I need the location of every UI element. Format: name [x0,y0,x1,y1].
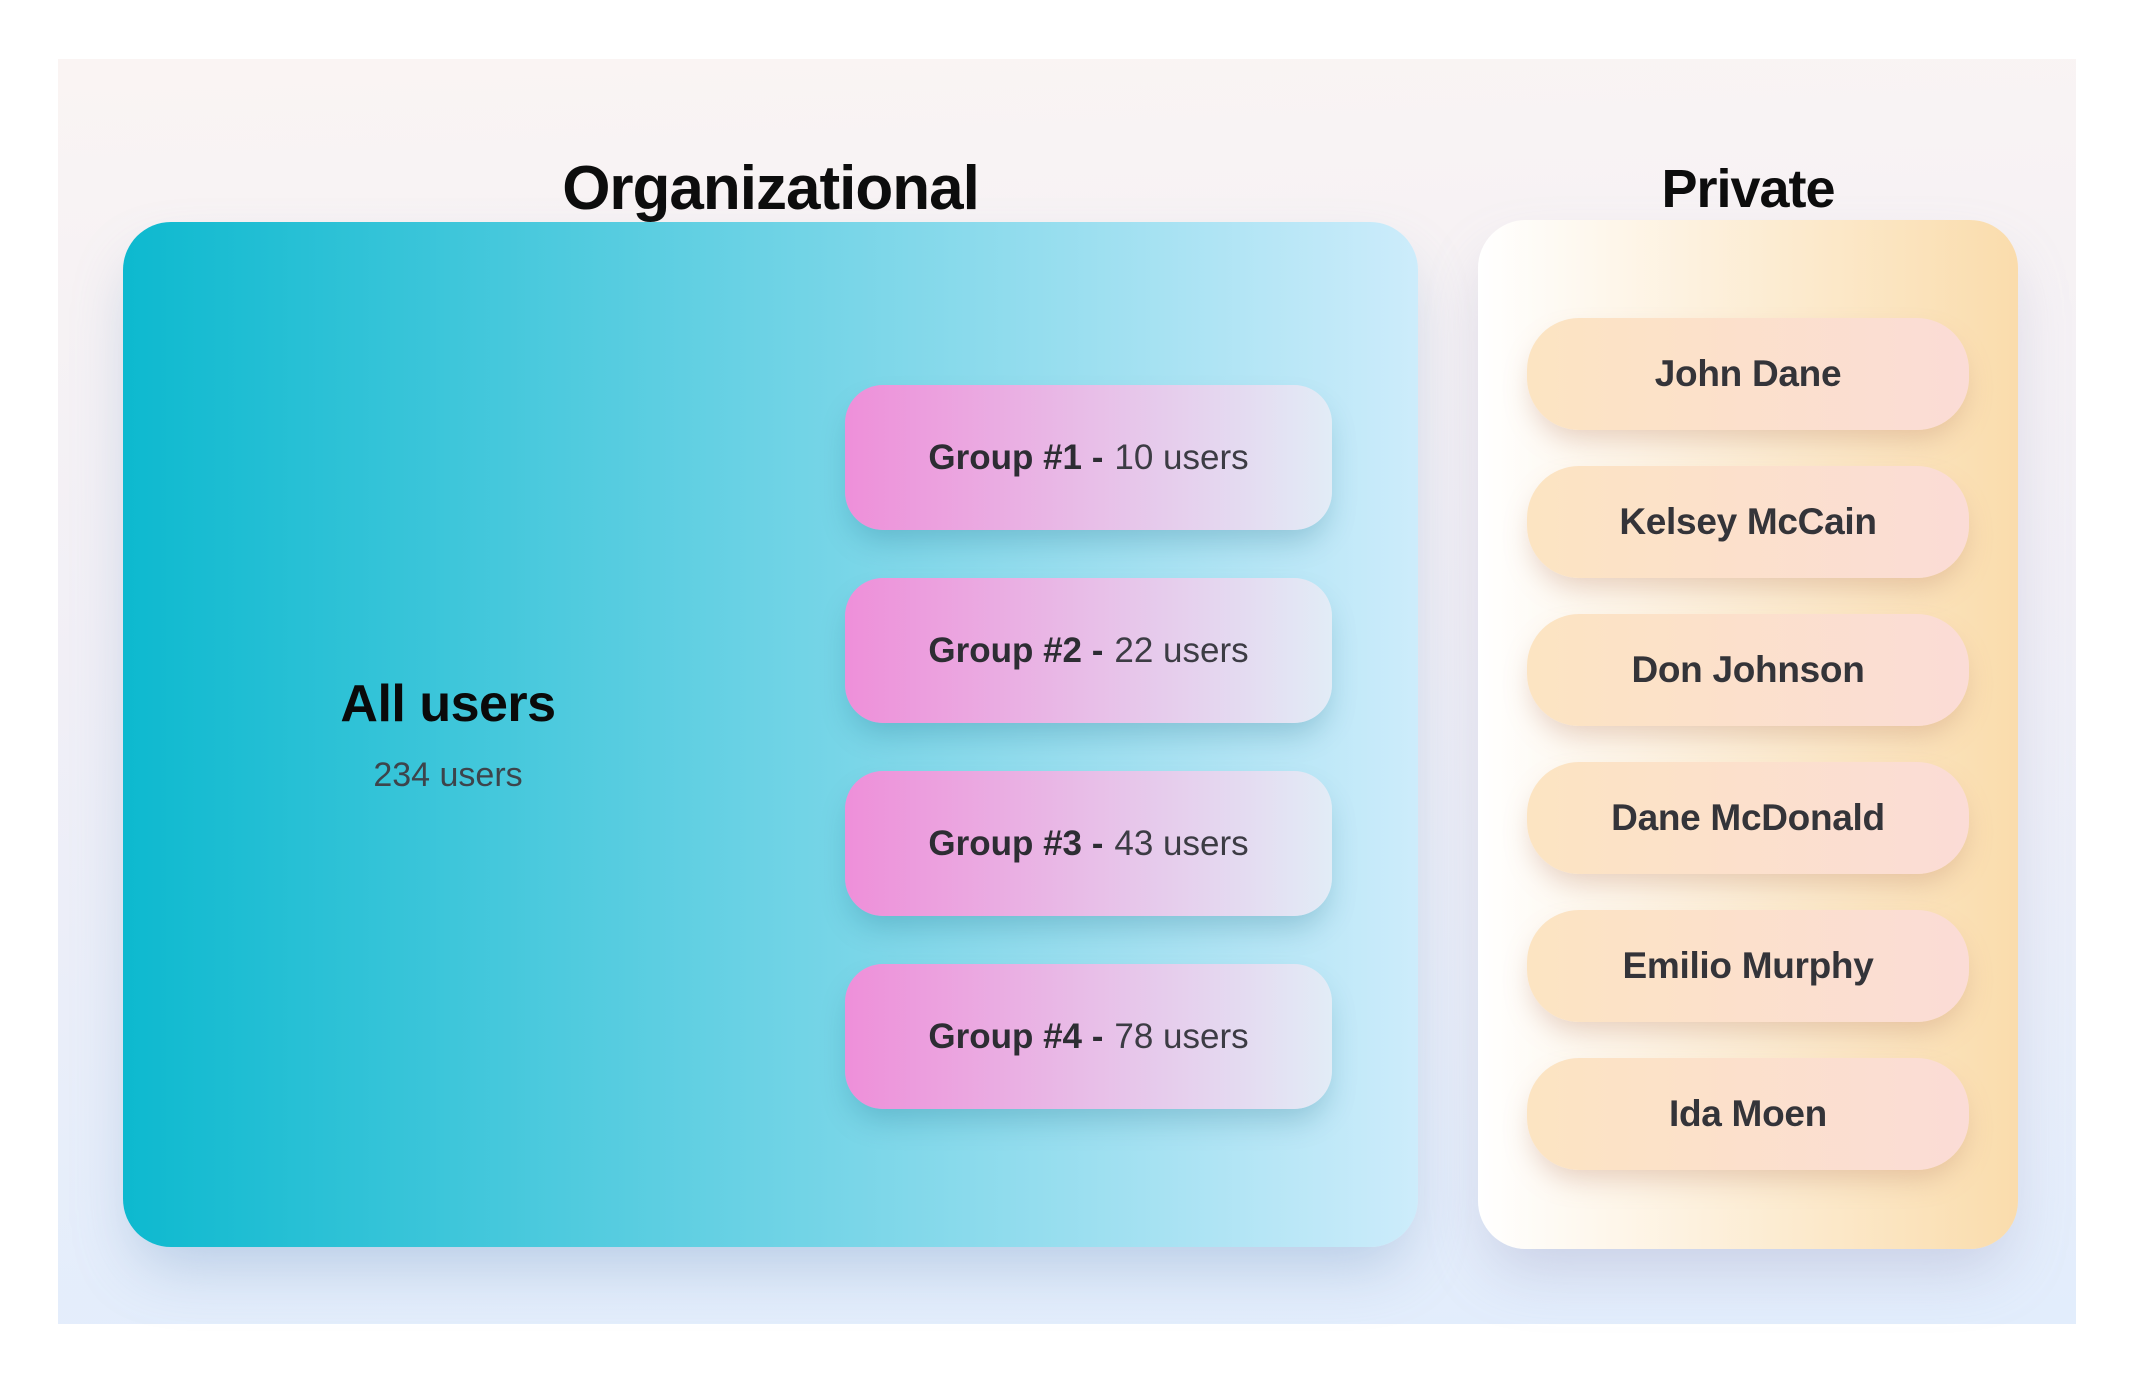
member-pill: Ida Moen [1527,1058,1969,1170]
content-area: Organizational Private All users 234 use… [58,59,2076,1324]
group-user-count: 22 users [1114,630,1249,670]
group-name: Group #1 - [928,437,1104,477]
member-name: Kelsey McCain [1619,501,1877,542]
member-name: Ida Moen [1669,1093,1827,1134]
group-name: Group #3 - [928,823,1104,863]
member-pill: Dane McDonald [1527,762,1969,874]
member-name: Emilio Murphy [1622,945,1874,986]
private-box: John Dane Kelsey McCain Don Johnson Dane Mc… [1478,220,2018,1249]
organizational-title: Organizational [562,153,980,223]
group-name: Group #2 - [928,630,1104,670]
all-users-summary: All users 234 users [123,222,773,1247]
group-list: Group #1 -10 users Group #2 -22 users Grou… [845,385,1332,1109]
member-pill: Don Johnson [1527,614,1969,726]
member-name: John Dane [1654,353,1842,394]
member-pill: Emilio Murphy [1527,910,1969,1022]
group-user-count: 43 users [1114,823,1249,863]
group-pill: Group #3 -43 users [845,771,1332,916]
group-pill: Group #2 -22 users [845,578,1332,723]
group-pill: Group #1 -10 users [845,385,1332,530]
group-user-count: 10 users [1114,437,1249,477]
member-list: John Dane Kelsey McCain Don Johnson Dane Mc… [1527,318,1969,1170]
organizational-box: All users 234 users Group #1 -10 users Gr… [123,222,1418,1247]
member-pill: Kelsey McCain [1527,466,1969,578]
all-users-count: 234 users [373,756,523,794]
group-pill: Group #4 -78 users [845,964,1332,1109]
private-title: Private [1661,159,1835,220]
member-pill: John Dane [1527,318,1969,430]
all-users-label: All users [340,675,556,733]
member-name: Dane McDonald [1611,797,1885,838]
group-name: Group #4 - [928,1016,1104,1056]
group-user-count: 78 users [1114,1016,1249,1056]
member-name: Don Johnson [1631,649,1865,690]
